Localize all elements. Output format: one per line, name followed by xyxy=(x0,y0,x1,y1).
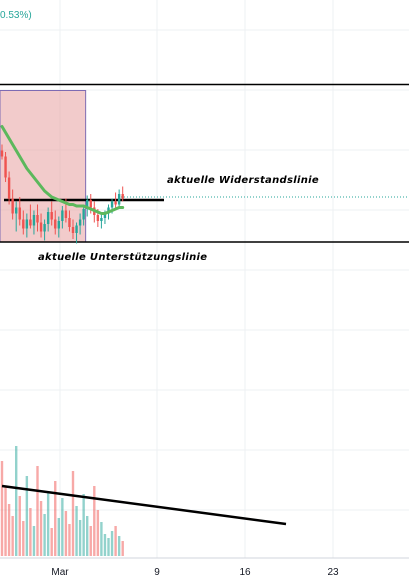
volume-bar xyxy=(57,518,60,556)
candle-body xyxy=(78,219,82,226)
volume-bar xyxy=(96,510,100,556)
volume-bar xyxy=(22,521,25,556)
candle-body xyxy=(54,219,57,229)
candle-body xyxy=(39,222,43,232)
volume-bar xyxy=(107,538,110,556)
volume-bar xyxy=(4,486,7,556)
candle-body xyxy=(25,219,29,229)
volume-bar xyxy=(39,501,43,556)
volume-bar xyxy=(114,526,117,556)
volume-bar xyxy=(89,526,92,556)
candle-body xyxy=(4,156,7,178)
volume-bar xyxy=(46,491,50,556)
resistance-annotation: aktuelle Widerstandslinie xyxy=(167,175,319,186)
candle-body xyxy=(50,212,53,220)
candle-body xyxy=(121,194,124,199)
x-tick-label: 23 xyxy=(327,567,339,578)
candle-body xyxy=(64,210,68,218)
volume-bar xyxy=(7,504,11,556)
volume-bar xyxy=(71,471,75,556)
candle-body xyxy=(7,177,11,199)
candle-body xyxy=(22,219,25,229)
candle-body xyxy=(57,221,60,229)
volume-bar xyxy=(82,494,85,556)
candle-body xyxy=(100,218,103,221)
support-annotation: aktuelle Unterstützungslinie xyxy=(38,252,208,263)
volume-bar xyxy=(50,528,53,556)
volume-bar xyxy=(29,508,32,556)
candle-body xyxy=(61,210,64,221)
volume-bar xyxy=(68,524,71,556)
candle-body xyxy=(46,212,50,224)
candle-body xyxy=(75,225,78,233)
volume-bar xyxy=(64,511,68,556)
volume-bar xyxy=(93,486,96,556)
volume-bar xyxy=(11,516,14,556)
candle-body xyxy=(32,215,36,226)
candle-body xyxy=(18,207,21,220)
volume-bar xyxy=(25,476,29,556)
x-tick-label: 9 xyxy=(154,567,160,578)
candle-body xyxy=(43,224,46,232)
volume-bar xyxy=(43,514,46,556)
volume-bar xyxy=(117,536,121,556)
volume-bar xyxy=(18,496,21,556)
price-change-label: 0.53%) xyxy=(0,10,32,21)
volume-bar xyxy=(75,506,78,556)
candle-body xyxy=(89,200,92,208)
volume-bar xyxy=(32,526,36,556)
volume-bar xyxy=(36,466,39,556)
moving-average-line xyxy=(0,125,125,215)
candle-body xyxy=(114,201,117,205)
volume-bar xyxy=(78,520,82,556)
candle-body xyxy=(15,207,18,214)
candle-body xyxy=(103,213,107,218)
candle-body xyxy=(110,201,114,208)
candle-body xyxy=(36,215,39,223)
candle-body xyxy=(96,215,100,221)
candle-body xyxy=(29,219,32,226)
candle-body xyxy=(68,218,71,227)
volume-bar xyxy=(54,481,57,556)
volume-trend-line xyxy=(1,484,287,526)
volume-bar xyxy=(103,534,107,556)
range-box xyxy=(0,90,87,243)
candle-body xyxy=(71,227,75,233)
volume-bar xyxy=(86,516,89,556)
x-tick-label: Mar xyxy=(51,567,69,578)
volume-bar xyxy=(15,446,18,556)
candle-body xyxy=(117,194,121,205)
candle-body xyxy=(11,198,14,214)
volume-bar xyxy=(100,522,103,556)
x-tick-label: 16 xyxy=(239,567,251,578)
volume-bar xyxy=(0,461,4,556)
volume-bar xyxy=(110,531,114,556)
candle-body xyxy=(86,200,89,209)
volume-bar xyxy=(61,498,64,556)
candle-body xyxy=(82,209,85,220)
volume-bar xyxy=(121,541,124,556)
candle-body xyxy=(0,150,4,157)
